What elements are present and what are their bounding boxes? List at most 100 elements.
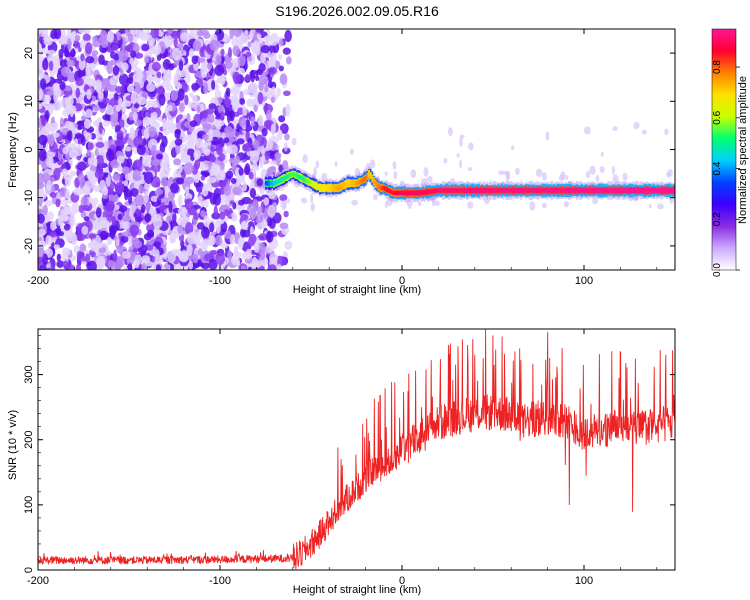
ridge-cell [513, 188, 516, 193]
ridge-cell [333, 185, 336, 191]
noise-blob [118, 73, 129, 86]
noise-blob [256, 33, 262, 39]
noise-blob [132, 111, 138, 122]
ridge-cell [348, 180, 351, 186]
noise-blob [257, 92, 264, 105]
ridge-cell [630, 187, 632, 194]
speckle [515, 167, 520, 176]
noise-blob [48, 60, 54, 72]
noise-blob [203, 215, 210, 227]
snr-y-label: SNR (10 * v/v) [7, 410, 19, 480]
ridge-cell [458, 188, 460, 193]
noise-blob [142, 116, 152, 126]
ridge-cell [264, 181, 267, 186]
noise-blob [75, 77, 84, 87]
noise-blob [276, 129, 283, 141]
ridge-cell [481, 188, 483, 193]
noise-blob [126, 263, 133, 270]
x-tick-label: 100 [575, 575, 593, 587]
noise-blob [67, 264, 76, 270]
ridge-cell [628, 188, 631, 193]
ridge-cell [444, 188, 447, 193]
ridge-cell [641, 187, 644, 194]
noise-blob [267, 67, 278, 75]
noise-blob [64, 51, 72, 58]
ridge-cell [492, 188, 495, 193]
noise-blob [239, 228, 246, 238]
ridge-cell [304, 177, 307, 183]
speckle [286, 198, 290, 204]
noise-blob [120, 235, 129, 243]
ridge-cell [312, 181, 315, 187]
noise-blob [59, 81, 66, 91]
noise-blob [46, 179, 53, 191]
noise-blob [90, 151, 95, 161]
noise-blob [71, 233, 78, 245]
ridge-cell [607, 188, 610, 193]
noise-blob [126, 157, 133, 168]
noise-blob [255, 75, 260, 82]
noise-blob [76, 250, 83, 262]
noise-blob [223, 137, 230, 144]
noise-blob [167, 29, 173, 35]
y-tick-label: 20 [23, 47, 35, 59]
noise-blob [114, 139, 124, 147]
speckle [595, 175, 600, 183]
noise-blob [98, 247, 107, 254]
colorbar-frame [711, 28, 737, 271]
noise-blob [232, 71, 241, 85]
noise-blob [148, 106, 156, 113]
ridge-cell [539, 188, 542, 193]
noise-blob [200, 175, 206, 181]
noise-blob [180, 240, 185, 248]
noise-blob [156, 153, 163, 160]
noise-blob [177, 42, 184, 50]
ridge-cell [464, 188, 467, 193]
ridge-cell [633, 187, 636, 194]
noise-blob [90, 133, 96, 140]
noise-blob [175, 177, 185, 185]
noise-blob [53, 90, 58, 103]
y-tick-label: -20 [23, 238, 35, 254]
noise-blob [214, 64, 225, 76]
noise-blob [165, 35, 174, 48]
ridge-cell [274, 180, 277, 186]
noise-blob [269, 165, 277, 172]
noise-blob [244, 29, 249, 36]
speckle [315, 160, 320, 169]
ridge-cell [379, 185, 382, 191]
speckle [529, 201, 536, 211]
ridge-cell [389, 188, 392, 194]
ridge-cell [631, 187, 634, 194]
noise-blob [196, 29, 204, 37]
noise-blob [113, 204, 120, 211]
noise-blob [267, 230, 272, 242]
noise-blob [43, 200, 54, 207]
noise-blob [79, 243, 87, 252]
noise-blob [233, 245, 239, 258]
ridge-cell [667, 188, 670, 193]
ridge-cell [356, 180, 359, 186]
noise-blob [116, 155, 125, 164]
noise-blob [40, 126, 51, 136]
x-tick-label: 0 [399, 275, 405, 287]
ridge-cell [325, 185, 328, 191]
ridge-cell [354, 180, 357, 186]
noise-blob [106, 236, 113, 246]
noise-blob [248, 233, 257, 244]
ridge-cell [282, 176, 285, 181]
noise-blob [94, 169, 104, 179]
noise-blob [59, 59, 68, 69]
ridge-cell [358, 179, 361, 185]
noise-blob [213, 205, 218, 219]
ridge-cell [661, 187, 664, 194]
ridge-cell [340, 184, 343, 190]
noise-blob [245, 251, 253, 260]
ridge-cell [608, 187, 611, 194]
noise-blob [265, 245, 275, 253]
noise-blob [270, 96, 276, 104]
noise-blob [245, 73, 251, 82]
ridge-cell [603, 187, 606, 193]
noise-blob [224, 229, 232, 240]
